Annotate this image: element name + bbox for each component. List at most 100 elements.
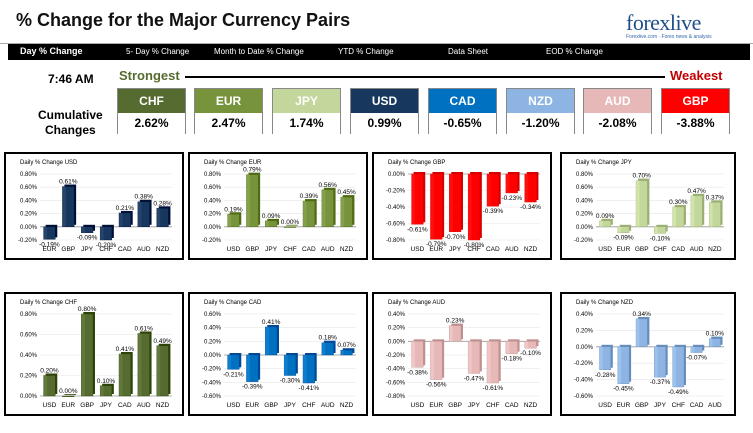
chart-svg: 0.00%-0.20%-0.40%-0.60%-0.80%-0.61%USD-0… [386,172,541,253]
currency-box-chf: CHF 2.62% [117,88,186,134]
bar [321,342,334,356]
chart-svg: 0.80%0.60%0.40%0.20%0.00%0.20%USD0.00%EU… [20,306,172,409]
y-tick-label: 0.40% [576,198,594,204]
category-label: NZD [708,246,722,253]
chart-panel-3: Daily % Change JPY 0.80% 0.60% 0.40% 0.20% 0.… [560,152,736,260]
category-label: GBP [61,246,75,253]
bar [449,325,462,342]
y-tick-label: 0.00% [20,394,38,400]
data-label: -0.56% [426,382,447,389]
bar [43,375,56,397]
category-label: CAD [690,402,704,409]
tab-eod-change[interactable]: EOD % Change [546,47,603,56]
currency-code: CAD [429,89,496,113]
bar-highlight [449,174,453,232]
tab-ytd-change[interactable]: YTD % Change [338,47,394,56]
bar-highlight [487,174,491,207]
bar [137,201,150,228]
data-label: 0.10% [706,331,725,338]
category-label: JPY [654,402,667,409]
category-label: NZD [524,246,538,253]
bar-highlight [524,174,529,203]
bar-highlight [654,346,658,378]
tab-data-sheet[interactable]: Data Sheet [448,47,489,56]
bar [672,346,685,388]
category-label: AUD [137,402,151,409]
data-label: 0.70% [632,173,651,180]
cumulative-changes-label: Cumulative Changes [38,108,103,138]
data-label: 0.39% [300,193,319,200]
bar [690,195,703,227]
data-label: -0.37% [650,379,671,386]
y-tick-label: 0.00% [204,353,222,359]
data-label: -0.09% [613,235,634,242]
bar-highlight [246,355,250,382]
bar [340,350,353,356]
chart-svg: 0.60% 0.40% 0.20% 0.00% -0.20% -0.40% -0.60% -0… [202,312,356,409]
category-label: EUR [245,402,259,409]
chart-title: Daily % Change JPY [576,160,632,166]
bar [467,341,481,374]
cumulative-label-2: Changes [45,123,96,137]
bar-highlight [468,174,472,240]
tab-5-day-change[interactable]: 5- Day % Change [126,47,190,56]
bar [302,354,315,384]
category-label: JPY [100,402,113,409]
data-label: -0.47% [464,375,485,382]
chart-panel-2: Daily % Change GBP 0.00% -0.20% -0.40% -0.60… [372,152,552,260]
bar [302,200,315,228]
category-label: GBP [245,246,259,253]
category-label: AUD [321,402,335,409]
y-tick-label: -0.20% [574,361,594,367]
category-label: EUR [429,402,443,409]
bar-highlight [340,350,345,355]
bar-highlight [599,220,603,227]
bar [265,326,278,356]
bar-highlight [119,212,123,227]
page-title: % Change for the Major Currency Pairs [16,10,351,30]
data-label: 0.23% [446,318,465,325]
bar-highlight [246,174,250,227]
category-label: JPY [468,402,481,409]
bar-highlight [430,341,434,380]
y-tick-label: -0.40% [202,380,222,386]
bar [505,341,518,354]
bar-highlight [119,353,123,396]
category-label: EUR [617,246,631,253]
data-label: 0.49% [153,338,172,345]
currency-code: AUD [584,89,651,113]
bar [635,318,648,347]
category-label: AUD [505,246,519,253]
data-label: 0.37% [706,194,725,201]
y-tick-label: 0.20% [204,339,222,345]
currency-code: CHF [118,89,185,113]
bar [654,346,666,378]
bar-highlight [617,346,622,384]
bar [635,180,648,228]
bar-highlight [617,226,622,233]
bar-highlight [430,174,434,240]
data-label: 0.80% [78,306,97,313]
bar-shadow [286,224,298,226]
bar-highlight [43,375,48,396]
category-label: CHF [653,246,666,253]
tab-day-change[interactable]: Day % Change [20,46,83,56]
data-label: 0.00% [59,388,78,395]
currency-box-aud: AUD -2.08% [583,88,652,134]
bar [156,208,169,227]
data-label: -0.20% [96,242,117,249]
data-label: -0.09% [77,235,98,242]
weakest-label: Weakest [670,68,723,83]
currency-box-gbp: GBP -3.88% [661,88,730,134]
y-tick-label: 0.20% [388,326,406,332]
data-label: -0.28% [595,372,616,379]
bar [505,173,518,194]
category-label: USD [598,246,612,253]
bar-highlight [81,226,85,233]
currency-code: USD [351,89,418,113]
category-label: GBP [448,402,462,409]
data-label: -0.30% [280,378,301,385]
chart-svg: 0.80% 0.60% 0.40% 0.20% 0.00% -0.20% 0.19% USD 0… [202,167,356,253]
tab-month-to-date-change[interactable]: Month to Date % Change [214,47,304,56]
category-label: GBP [635,402,649,409]
